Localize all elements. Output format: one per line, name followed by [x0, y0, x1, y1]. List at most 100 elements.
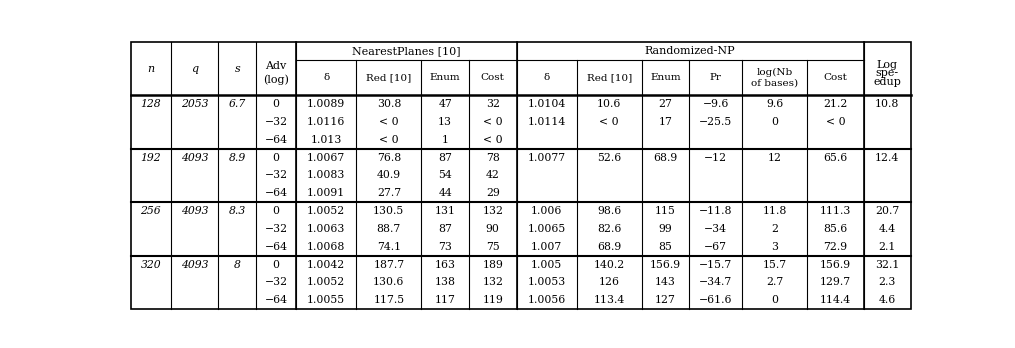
- Text: s: s: [234, 64, 241, 74]
- Text: edup: edup: [873, 77, 901, 87]
- Text: 8.9: 8.9: [228, 152, 246, 163]
- Text: −32: −32: [265, 224, 287, 234]
- Text: < 0: < 0: [379, 117, 399, 127]
- Text: 29: 29: [486, 188, 499, 198]
- Text: 156.9: 156.9: [820, 260, 851, 270]
- Text: 0: 0: [273, 260, 279, 270]
- Text: 9.6: 9.6: [766, 99, 784, 109]
- Text: 30.8: 30.8: [377, 99, 401, 109]
- Text: 189: 189: [482, 260, 503, 270]
- Text: 65.6: 65.6: [823, 152, 848, 163]
- Text: 1.0065: 1.0065: [528, 224, 565, 234]
- Text: 85.6: 85.6: [823, 224, 848, 234]
- Text: 1.0067: 1.0067: [308, 152, 345, 163]
- Text: 114.4: 114.4: [820, 295, 851, 305]
- Text: 1.0089: 1.0089: [308, 99, 345, 109]
- Text: 8.3: 8.3: [228, 206, 246, 216]
- Text: 4093: 4093: [181, 206, 208, 216]
- Text: 54: 54: [438, 171, 452, 180]
- Text: −25.5: −25.5: [699, 117, 733, 127]
- Text: log(Nb
of bases): log(Nb of bases): [751, 68, 798, 88]
- Text: spe-: spe-: [876, 68, 899, 78]
- Text: 117.5: 117.5: [374, 295, 404, 305]
- Text: 85: 85: [659, 242, 673, 252]
- Text: 17: 17: [659, 117, 673, 127]
- Text: 6.7: 6.7: [228, 99, 246, 109]
- Text: 129.7: 129.7: [820, 277, 851, 287]
- Text: 156.9: 156.9: [650, 260, 681, 270]
- Text: 1.0083: 1.0083: [307, 171, 345, 180]
- Text: 20.7: 20.7: [875, 206, 899, 216]
- Text: 1.0056: 1.0056: [528, 295, 565, 305]
- Text: 87: 87: [438, 224, 452, 234]
- Text: 132: 132: [482, 206, 503, 216]
- Text: −34.7: −34.7: [699, 277, 733, 287]
- Text: 1.013: 1.013: [311, 135, 342, 145]
- Text: −32: −32: [265, 277, 287, 287]
- Text: 27: 27: [659, 99, 673, 109]
- Text: 1.0068: 1.0068: [307, 242, 345, 252]
- Text: 4.6: 4.6: [879, 295, 896, 305]
- Text: −34: −34: [704, 224, 727, 234]
- Text: 75: 75: [486, 242, 499, 252]
- Text: NearestPlanes [10]: NearestPlanes [10]: [352, 46, 461, 56]
- Text: 68.9: 68.9: [654, 152, 678, 163]
- Text: q: q: [191, 64, 198, 74]
- Text: 320: 320: [140, 260, 161, 270]
- Text: 4.4: 4.4: [879, 224, 896, 234]
- Text: 163: 163: [434, 260, 456, 270]
- Text: −32: −32: [265, 117, 287, 127]
- Text: 256: 256: [140, 206, 161, 216]
- Text: < 0: < 0: [825, 117, 845, 127]
- Text: 72.9: 72.9: [823, 242, 848, 252]
- Text: 126: 126: [599, 277, 620, 287]
- Text: 1.007: 1.007: [531, 242, 562, 252]
- Text: 12: 12: [767, 152, 782, 163]
- Text: 44: 44: [438, 188, 452, 198]
- Text: 130.5: 130.5: [374, 206, 404, 216]
- Text: Pr: Pr: [709, 73, 722, 82]
- Text: Cost: Cost: [823, 73, 848, 82]
- Text: Cost: Cost: [481, 73, 504, 82]
- Text: 47: 47: [438, 99, 452, 109]
- Text: 1.0052: 1.0052: [308, 277, 345, 287]
- Text: 8: 8: [233, 260, 241, 270]
- Text: 32: 32: [486, 99, 499, 109]
- Text: 128: 128: [140, 99, 161, 109]
- Text: 131: 131: [434, 206, 456, 216]
- Text: −67: −67: [704, 242, 727, 252]
- Text: 15.7: 15.7: [762, 260, 787, 270]
- Text: 21.2: 21.2: [823, 99, 848, 109]
- Text: −9.6: −9.6: [702, 99, 729, 109]
- Text: 12.4: 12.4: [875, 152, 899, 163]
- Text: 130.6: 130.6: [374, 277, 405, 287]
- Text: 10.8: 10.8: [875, 99, 899, 109]
- Text: 74.1: 74.1: [377, 242, 401, 252]
- Text: 1.0042: 1.0042: [308, 260, 345, 270]
- Text: 73: 73: [438, 242, 452, 252]
- Text: 2.3: 2.3: [879, 277, 896, 287]
- Text: 115: 115: [656, 206, 676, 216]
- Text: 1.0077: 1.0077: [528, 152, 565, 163]
- Text: 1.0091: 1.0091: [308, 188, 345, 198]
- Text: −61.6: −61.6: [699, 295, 733, 305]
- Text: 40.9: 40.9: [377, 171, 401, 180]
- Text: 27.7: 27.7: [377, 188, 401, 198]
- Text: 140.2: 140.2: [594, 260, 625, 270]
- Text: Log: Log: [877, 60, 898, 70]
- Text: < 0: < 0: [483, 117, 502, 127]
- Text: −64: −64: [265, 188, 287, 198]
- Text: 0: 0: [273, 206, 279, 216]
- Text: 119: 119: [482, 295, 503, 305]
- Text: < 0: < 0: [483, 135, 502, 145]
- Text: 1.0052: 1.0052: [308, 206, 345, 216]
- Text: 4093: 4093: [181, 152, 208, 163]
- Text: −11.8: −11.8: [699, 206, 733, 216]
- Text: Red [10]: Red [10]: [366, 73, 411, 82]
- Text: Enum: Enum: [651, 73, 681, 82]
- Text: −12: −12: [704, 152, 728, 163]
- Text: 42: 42: [486, 171, 499, 180]
- Text: 0: 0: [273, 152, 279, 163]
- Text: 2053: 2053: [181, 99, 208, 109]
- Text: 187.7: 187.7: [374, 260, 404, 270]
